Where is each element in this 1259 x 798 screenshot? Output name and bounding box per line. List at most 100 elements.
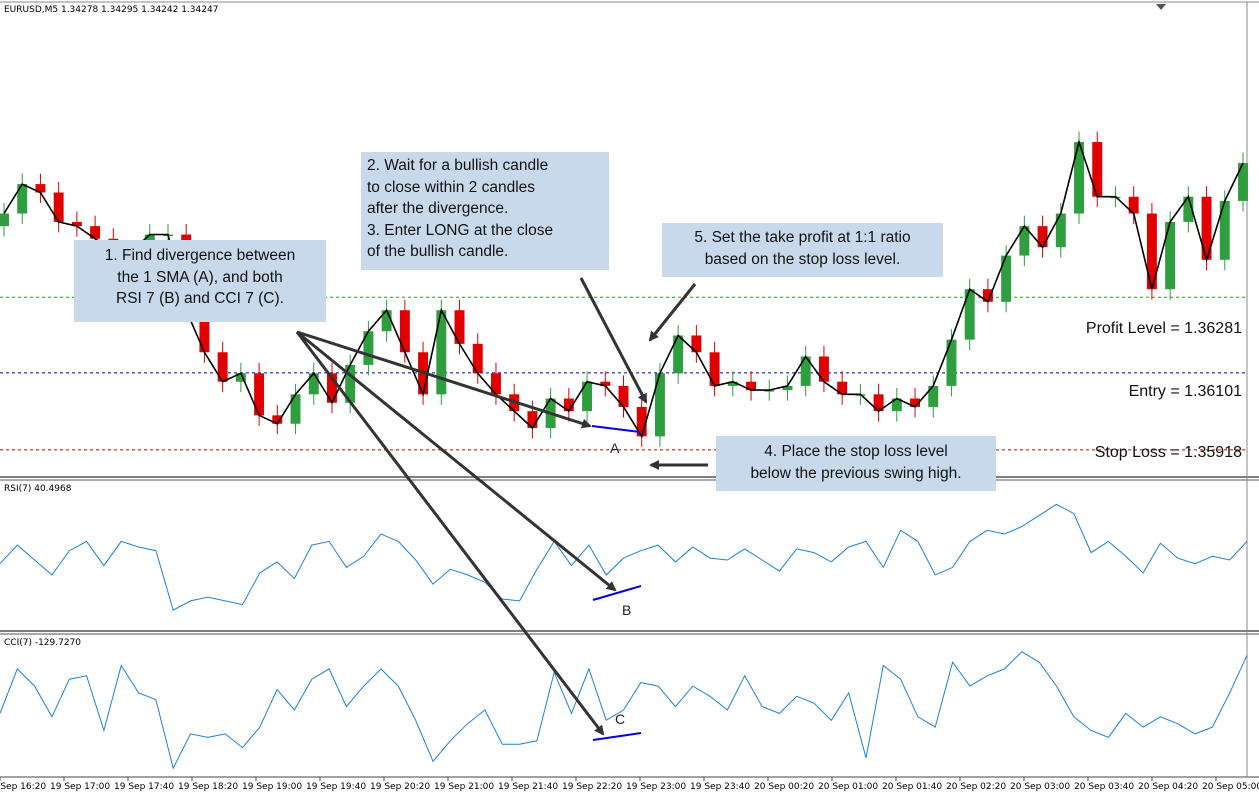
time-tick-label: 20 Sep 03:00 (1010, 782, 1071, 792)
divergence-line-c (592, 732, 642, 741)
time-tick-label: 19 Sep 18:20 (178, 782, 239, 792)
note-find-divergence: 1. Find divergence between the 1 SMA (A)… (74, 240, 326, 322)
arrow-to-profit (648, 283, 697, 342)
candle-body (673, 335, 684, 374)
time-tick-label: 20 Sep 01:40 (882, 782, 943, 792)
time-tick-label: 20 Sep 04:20 (1138, 782, 1199, 792)
candle-body (235, 373, 246, 382)
time-tick-label: 20 Sep 05:00 (1202, 782, 1259, 792)
candle-body (0, 213, 9, 227)
sma-line (3, 139, 1244, 439)
candle-body (327, 373, 337, 403)
arrow-to-c (295, 331, 605, 736)
candle-body (308, 373, 319, 395)
candle-body (254, 373, 265, 416)
candle-body (1219, 200, 1230, 260)
candle-body (1074, 142, 1084, 214)
main-panel-title: EURUSD,M5 1.34278 1.34295 1.34242 1.3424… (4, 5, 219, 15)
arrow-to-a (296, 330, 592, 429)
candle-body (1019, 226, 1030, 256)
time-tick-label: 19 Sep 16:20 (0, 782, 47, 792)
candle-body (964, 289, 975, 340)
candle-body (618, 385, 629, 407)
candle-body (873, 394, 884, 412)
candle-body (1201, 196, 1212, 260)
candle-body (1092, 142, 1103, 197)
trade-levels (0, 296, 1247, 451)
candle-body (636, 406, 647, 437)
time-tick-label: 19 Sep 19:40 (306, 782, 367, 792)
candle-body (1238, 163, 1248, 201)
candle-body (436, 310, 447, 395)
candle-body (654, 373, 665, 437)
candle-body (472, 343, 483, 374)
candle-body (272, 415, 283, 424)
entry-level-label: Entry = 1.36101 (1128, 383, 1242, 400)
time-tick-label: 19 Sep 21:40 (498, 782, 559, 792)
candle-body (53, 192, 64, 222)
annotation-arrows (295, 277, 708, 736)
time-tick-label: 20 Sep 02:20 (946, 782, 1007, 792)
arrow-to-entry (579, 277, 648, 404)
marker-b: B (622, 602, 632, 618)
candle-body (891, 398, 902, 412)
time-tick-label: 20 Sep 01:00 (818, 782, 879, 792)
candle-body (490, 373, 501, 395)
time-tick-label: 19 Sep 23:40 (690, 782, 751, 792)
time-tick-label: 19 Sep 22:20 (562, 782, 623, 792)
candle-body (1165, 221, 1176, 290)
panel-frames (0, 1, 1259, 781)
scroll-marker-icon[interactable] (1156, 4, 1166, 10)
candle-body (837, 381, 848, 395)
candle-body (1001, 255, 1012, 302)
candle-body (527, 411, 538, 428)
candle-body (782, 385, 793, 391)
candle-body (17, 184, 28, 214)
time-tick-label: 19 Sep 20:20 (370, 782, 431, 792)
cci-panel-title: CCI(7) -129.7270 (4, 638, 82, 648)
divergence-line-b (592, 585, 642, 601)
candle-body (709, 352, 720, 386)
candle-body (345, 364, 356, 403)
candle-body (290, 394, 301, 424)
candle-body (363, 331, 374, 365)
candle-body (1037, 226, 1048, 248)
candle-body (71, 221, 82, 227)
candle-body (946, 339, 957, 386)
candle-body (90, 226, 101, 239)
arrow-to-b (296, 330, 617, 592)
candle-body (563, 398, 574, 412)
candle-body (1055, 213, 1066, 248)
candle-body (199, 310, 210, 353)
note-wait-entry: 2. Wait for a bullish candle to close wi… (361, 152, 609, 270)
profit-level-label: Profit Level = 1.36281 (1085, 320, 1242, 337)
time-tick-label: 19 Sep 21:00 (434, 782, 495, 792)
candle-body (454, 310, 465, 344)
time-tick-label: 19 Sep 17:00 (50, 782, 111, 792)
candle-body (1146, 213, 1157, 290)
candle-body (691, 335, 702, 353)
candle-body (381, 310, 392, 332)
time-tick-label: 20 Sep 00:20 (754, 782, 815, 792)
note-stop-loss: 4. Place the stop loss level below the p… (716, 436, 996, 491)
candle-body (727, 381, 738, 386)
candle-body (217, 352, 228, 382)
candle-body (1128, 196, 1139, 214)
time-tick-label: 20 Sep 03:40 (1074, 782, 1135, 792)
rsi-line (0, 503, 1248, 611)
time-tick-label: 19 Sep 17:40 (114, 782, 175, 792)
candle-body (818, 356, 829, 382)
candle-body (982, 289, 993, 302)
candle-body (910, 398, 920, 407)
marker-c: C (615, 711, 626, 727)
time-tick-label: 19 Sep 23:00 (626, 782, 687, 792)
candle-body (600, 381, 611, 386)
candle-body (746, 381, 757, 391)
divergence-lines (591, 425, 642, 741)
candle-body (800, 356, 811, 386)
note-take-profit: 5. Set the take profit at 1:1 ratio base… (662, 223, 943, 277)
rsi-panel-title: RSI(7) 40.4968 (4, 484, 72, 494)
time-tick-label: 19 Sep 19:00 (242, 782, 303, 792)
candle-body (35, 184, 46, 193)
